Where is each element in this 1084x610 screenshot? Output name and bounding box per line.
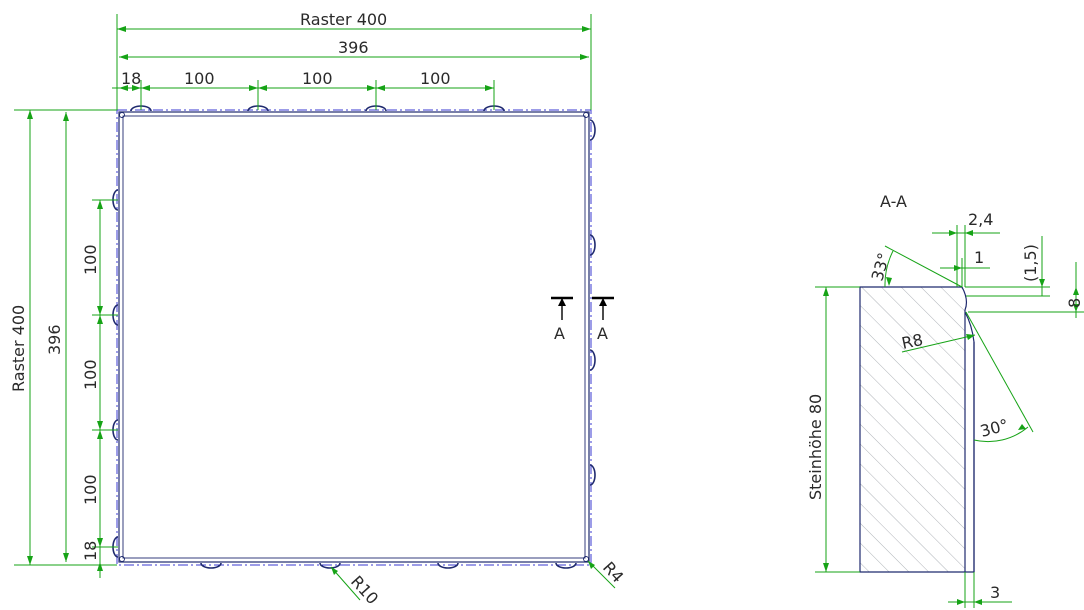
dimension-steinhoehe: Steinhöhe 80 [806, 286, 860, 573]
spacer-knob-right [589, 464, 596, 486]
radius-r8: R8 [900, 330, 976, 353]
dim-spacing-top-3: 100 [420, 69, 451, 88]
corner-mark [119, 112, 125, 118]
section-view: A-A 2,4 1 (1,5) [806, 192, 1084, 608]
stone-profile-outline [859, 286, 968, 573]
dimension-1: 1 [940, 248, 990, 287]
section-title: A-A [880, 192, 907, 211]
section-marker-label-left: A [554, 324, 565, 343]
stone-outline-inner [122, 115, 586, 559]
dim-1-text: 1 [974, 248, 984, 267]
radius-r8-text: R8 [900, 330, 925, 353]
dim-steinhoehe-text: Steinhöhe 80 [806, 394, 825, 500]
stone-outline-outer [118, 111, 590, 563]
leader-r4: R4 [587, 558, 627, 589]
dim-spacing-left-1: 100 [81, 244, 100, 275]
spacer-knob-bottom [200, 562, 222, 569]
angle-30-text: 30° [978, 415, 1010, 441]
dim-raster-width-text: Raster 400 [300, 10, 387, 29]
dimension-spacing-left: 100 100 100 18 [81, 199, 118, 578]
raster-outline [116, 109, 592, 566]
dimension-spacing-top: 18 100 100 100 [112, 69, 495, 110]
dimension-1-5: (1,5) [965, 236, 1050, 297]
dimension-raster-width: Raster 400 [116, 10, 592, 110]
spacer-knob-right [589, 119, 596, 141]
spacer-knob-bottom [319, 562, 341, 569]
angle-33: 33° [868, 245, 963, 288]
dimension-8: 8 [968, 262, 1084, 318]
dim-8-text: 8 [1065, 298, 1084, 308]
angle-30: 30° [965, 311, 1034, 443]
dim-offset-18-top-text: 18 [121, 69, 141, 88]
dim-3-text: 3 [990, 583, 1000, 602]
corner-mark [119, 556, 125, 562]
dim-spacing-left-2: 100 [81, 359, 100, 390]
dim-spacing-top-1: 100 [184, 69, 215, 88]
corner-mark [583, 556, 589, 562]
spacer-knob-right [589, 349, 596, 371]
radius-r10-text: R10 [347, 572, 382, 608]
dim-spacing-left-3: 100 [81, 474, 100, 505]
dimension-3: 3 [948, 572, 1012, 608]
spacer-knob-bottom [555, 562, 577, 569]
dim-raster-height-text: Raster 400 [9, 305, 28, 392]
dim-width-396-text: 396 [338, 38, 369, 57]
plan-view: A A Raster 400 396 18 100 100 100 [9, 10, 627, 608]
corner-mark [583, 112, 589, 118]
leader-r10: R10 [330, 566, 382, 608]
spacer-strip [964, 311, 975, 573]
dim-1-5-text: (1,5) [1021, 244, 1040, 282]
section-marker-label-right: A [597, 324, 608, 343]
dim-offset-18-left-text: 18 [81, 541, 100, 561]
dim-height-396-text: 396 [45, 324, 64, 355]
dim-2-4-text: 2,4 [968, 210, 993, 229]
dimension-2-4: 2,4 [932, 210, 1000, 287]
spacer-knob-bottom [437, 562, 459, 569]
dimension-width-396: 396 [119, 38, 589, 60]
stone-profile-hatch [860, 287, 967, 572]
dim-spacing-top-2: 100 [302, 69, 333, 88]
spacer-knob-right [589, 234, 596, 256]
dimension-height-396: 396 [45, 112, 69, 562]
section-cut-marker: A A [551, 296, 614, 343]
dimension-raster-height: Raster 400 [9, 109, 117, 566]
radius-r4-text: R4 [599, 558, 627, 587]
